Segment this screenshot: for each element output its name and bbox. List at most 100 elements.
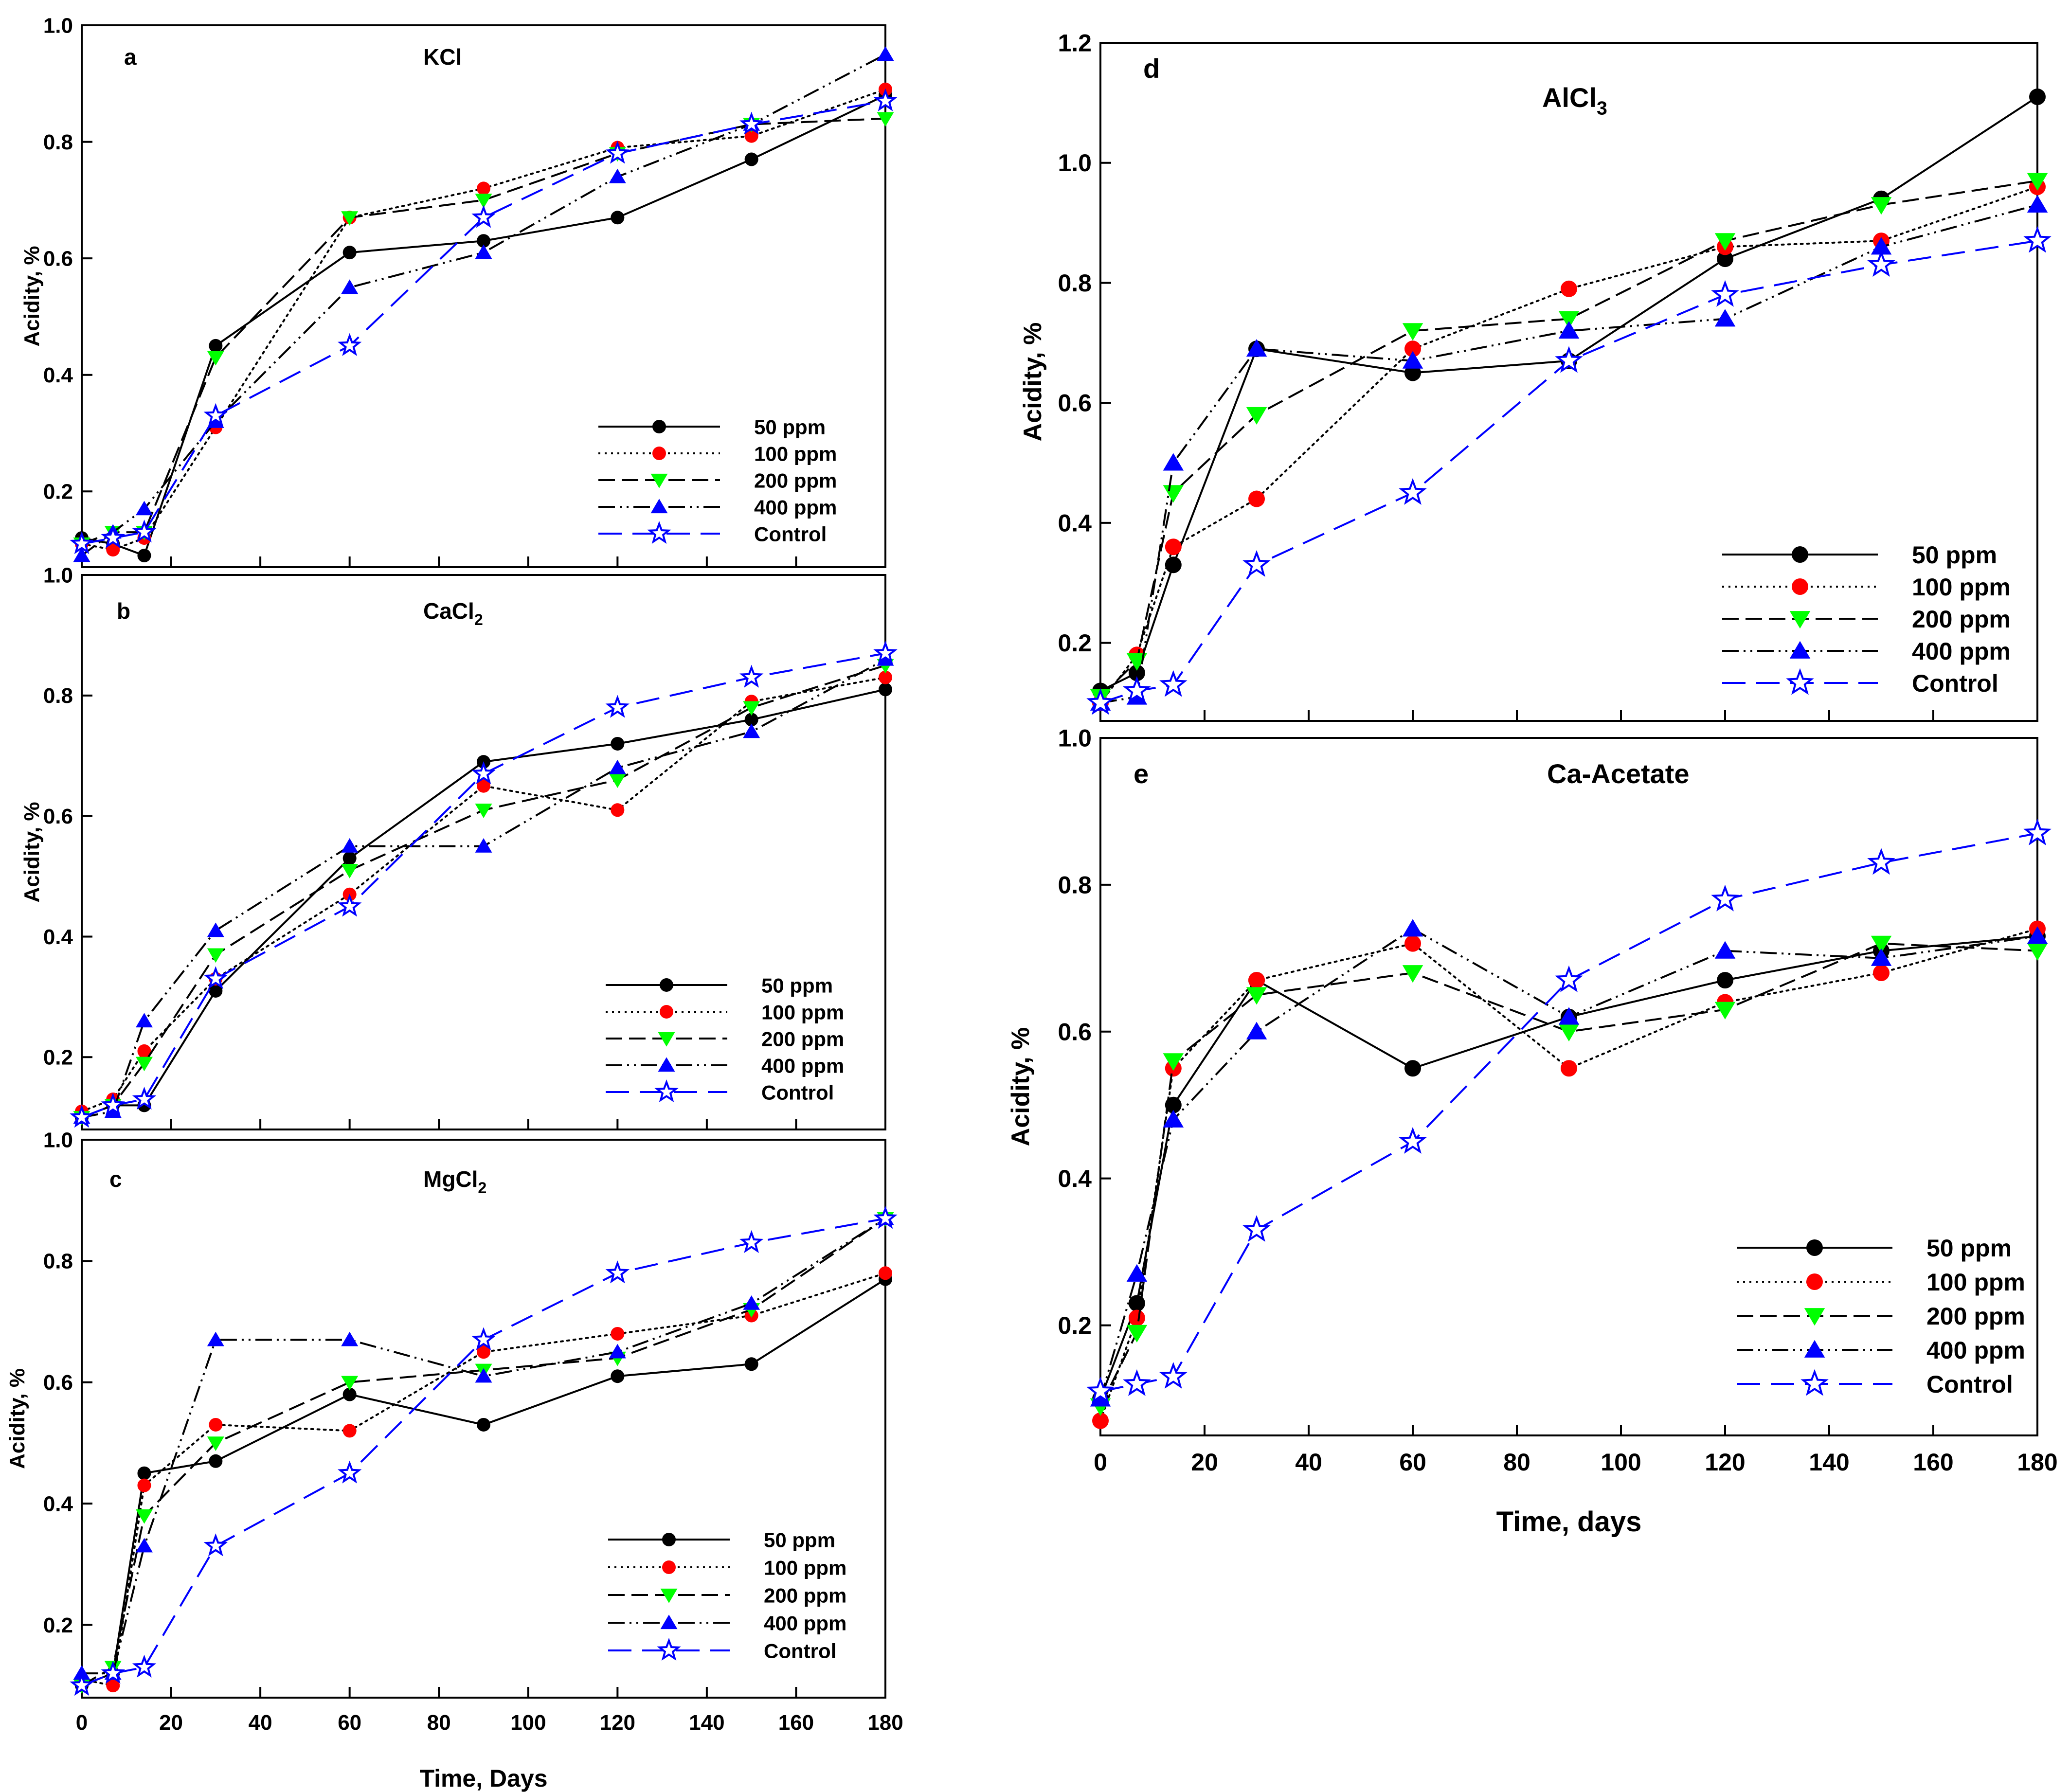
plot-frame xyxy=(1099,737,2038,1436)
data-point xyxy=(342,851,357,865)
data-point xyxy=(1399,478,1427,505)
data-point xyxy=(1873,965,1890,982)
data-point xyxy=(1163,453,1184,471)
x-tick-label: 120 xyxy=(1705,1449,1745,1476)
data-point xyxy=(1404,364,1421,381)
data-point xyxy=(1165,538,1182,556)
data-point xyxy=(477,1417,490,1432)
data-point xyxy=(611,1369,625,1383)
panel-letter: c xyxy=(109,1166,122,1192)
data-point xyxy=(101,1661,126,1684)
y-tick-label: 0.6 xyxy=(43,1371,73,1395)
legend-label: 100 ppm xyxy=(761,1001,844,1023)
data-point xyxy=(341,1331,359,1346)
data-point xyxy=(739,664,764,688)
data-point xyxy=(136,1538,153,1553)
data-point xyxy=(1126,1264,1148,1282)
data-point xyxy=(136,1057,153,1072)
data-point xyxy=(1404,935,1421,952)
data-point xyxy=(611,211,625,225)
x-tick-label: 60 xyxy=(1399,1449,1426,1476)
data-point xyxy=(341,211,359,226)
data-point xyxy=(477,779,490,793)
data-point xyxy=(611,736,625,751)
legend: 50 ppm 100 ppm 200 ppm 400 ppm Control xyxy=(606,974,844,1104)
data-point xyxy=(70,531,94,555)
legend-marker xyxy=(1792,578,1808,595)
y-tick-label: 0.2 xyxy=(43,480,73,504)
legend-label: 100 ppm xyxy=(1926,1269,2025,1296)
legend-marker xyxy=(652,447,666,460)
legend-marker xyxy=(658,1057,675,1072)
legend-label: 400 ppm xyxy=(1926,1337,2025,1364)
data-point xyxy=(744,1357,758,1371)
legend-marker xyxy=(1789,641,1811,659)
x-tick-label: 160 xyxy=(778,1711,814,1735)
legend-marker xyxy=(1804,1340,1825,1358)
x-tick-label: 100 xyxy=(510,1711,546,1735)
data-point xyxy=(475,194,492,208)
series-line xyxy=(81,676,886,1112)
plot-frame xyxy=(1099,42,2038,722)
series-200-ppm xyxy=(1090,935,2048,1416)
data-point xyxy=(209,984,223,998)
y-tick-label: 1.0 xyxy=(43,1128,73,1152)
data-point xyxy=(337,1460,362,1484)
data-point xyxy=(132,1654,157,1678)
data-point xyxy=(1159,670,1188,697)
panel-a: 0.2 0.4 0.6 0.8 1.0 Acidity, % a KCl 50 ppm 100 p… xyxy=(20,14,898,568)
data-point xyxy=(471,1327,496,1350)
y-tick-label: 0.6 xyxy=(1058,390,1092,417)
data-point xyxy=(1123,1369,1151,1396)
data-point xyxy=(1561,280,1577,297)
y-tick-label: 0.8 xyxy=(1058,269,1092,297)
data-point xyxy=(207,948,224,963)
panel-b: 0.2 0.4 0.6 0.8 1.0 Acidity, % b CaCl2 50 ppm 100… xyxy=(20,563,898,1130)
panel-c: 0.2 0.4 0.6 0.8 1.0 Acidity, % 0 20 40 60 80 100 120… xyxy=(5,1128,903,1792)
y-tick-label: 0.4 xyxy=(1058,1165,1092,1192)
data-point xyxy=(207,1436,224,1451)
data-point xyxy=(73,547,90,562)
data-point xyxy=(209,1454,223,1468)
legend-marker xyxy=(660,1588,678,1603)
data-point xyxy=(1092,1412,1109,1429)
y-tick-label: 0.6 xyxy=(43,247,73,271)
x-tick-label: 140 xyxy=(1809,1449,1849,1476)
data-point xyxy=(1402,919,1423,937)
data-point xyxy=(132,1086,157,1110)
x-tick-label: 160 xyxy=(1913,1449,1953,1476)
data-point xyxy=(101,525,126,549)
data-point xyxy=(1163,1110,1184,1128)
data-point xyxy=(1867,848,1895,875)
data-point xyxy=(207,922,224,937)
legend-marker xyxy=(654,1079,679,1103)
data-point xyxy=(136,1013,153,1028)
data-point xyxy=(1128,664,1145,681)
panel-title: CaCl2 xyxy=(423,598,483,628)
data-point xyxy=(1128,1295,1145,1312)
x-tick-label: 60 xyxy=(338,1711,361,1735)
data-point xyxy=(70,1105,94,1128)
x-tick-label: 20 xyxy=(1191,1449,1218,1476)
data-point xyxy=(1163,485,1184,503)
panel-letter: a xyxy=(124,44,137,70)
legend-marker xyxy=(1804,1308,1825,1326)
data-point xyxy=(1561,1060,1577,1077)
x-axis-title: Time, days xyxy=(1496,1506,1642,1538)
data-point xyxy=(605,1260,630,1284)
y-tick-label: 0.8 xyxy=(43,1250,73,1273)
legend-marker xyxy=(660,978,673,992)
data-point xyxy=(137,1478,151,1492)
data-point xyxy=(1714,309,1736,327)
panel-letter: d xyxy=(1143,53,1160,84)
data-point xyxy=(1402,323,1423,341)
legend-label: 400 ppm xyxy=(754,496,837,519)
data-point xyxy=(475,244,492,259)
legend-label: Control xyxy=(764,1639,836,1662)
y-axis: 0.2 0.4 0.6 0.8 1.0 Acidity, % xyxy=(20,14,92,504)
legend-label: 50 ppm xyxy=(764,1528,835,1551)
legend: 50 ppm 100 ppm 200 ppm 400 ppm Control xyxy=(1737,1235,2025,1398)
data-point xyxy=(2027,173,2048,191)
data-point xyxy=(1558,1007,1580,1025)
data-point xyxy=(477,181,490,196)
